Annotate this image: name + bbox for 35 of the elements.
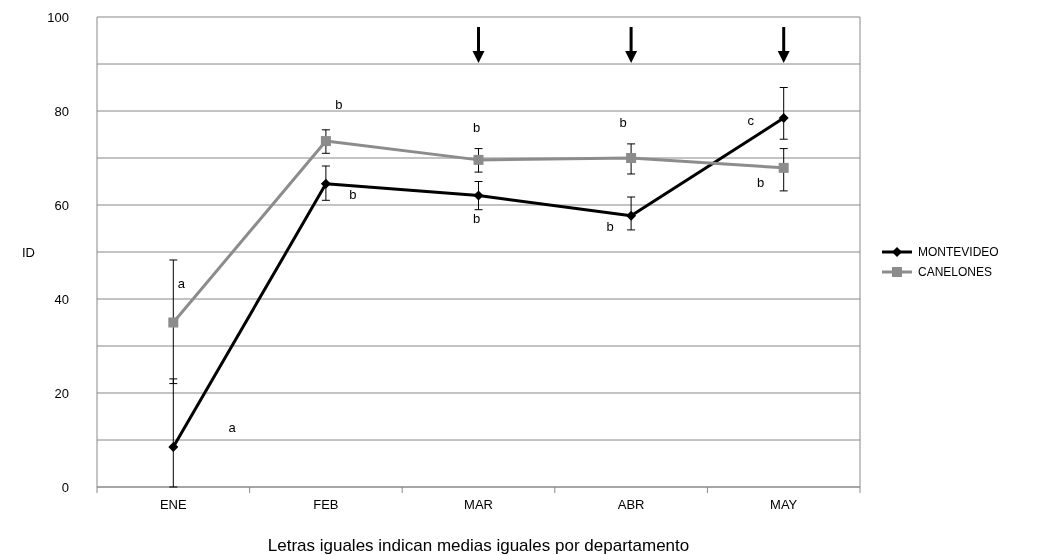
- annotation: b: [472, 120, 481, 136]
- point: [778, 113, 789, 124]
- annotation: b: [619, 114, 627, 130]
- y-tick-label: 0: [61, 479, 69, 495]
- y-tick-label: 60: [54, 197, 69, 213]
- y-tick-label: 80: [54, 103, 69, 119]
- point: [473, 190, 484, 201]
- point: [626, 153, 637, 163]
- annotation: a: [228, 419, 237, 435]
- x-tick-label: ENE: [159, 497, 187, 512]
- x-tick-label: MAY: [770, 497, 798, 512]
- legend-label: MONTEVIDEO: [918, 245, 999, 260]
- annotation: b: [335, 96, 343, 112]
- annotation: b: [349, 187, 357, 203]
- y-tick-label: 100: [47, 9, 69, 25]
- legend-label: CANELONES: [918, 265, 993, 280]
- text: Letras iguales indican medias iguales por departamento: [267, 535, 690, 555]
- x-tick-label: ABR: [617, 497, 645, 512]
- y-tick-label: 20: [54, 385, 69, 401]
- point: [320, 136, 331, 147]
- annotation: b: [757, 175, 765, 191]
- y-axis-title: ID: [22, 244, 35, 260]
- y-tick-label: 40: [54, 291, 69, 307]
- annotation: b: [606, 219, 614, 235]
- annotation: a: [177, 276, 186, 292]
- point: [168, 317, 179, 328]
- x-tick-label: MAR: [464, 497, 493, 512]
- point: [473, 154, 484, 165]
- annotation: b: [472, 211, 481, 227]
- point: [626, 210, 637, 221]
- x-tick-label: FEB: [313, 497, 339, 512]
- point: [320, 178, 331, 189]
- point: [168, 442, 179, 453]
- point: [778, 162, 789, 173]
- annotation: c: [747, 112, 755, 128]
